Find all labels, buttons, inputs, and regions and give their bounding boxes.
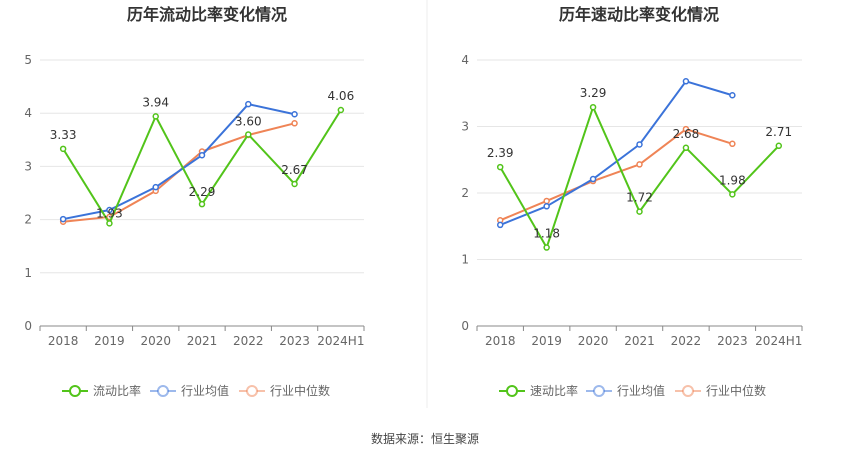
- data-label: 3.60: [235, 114, 262, 128]
- legend-marker-icon: [593, 385, 605, 397]
- data-label: 1.93: [96, 206, 123, 220]
- data-point: [291, 120, 298, 127]
- data-label: 2.68: [673, 127, 700, 141]
- legend-item: 行业中位数: [675, 383, 766, 398]
- data-point: [729, 91, 736, 99]
- data-point: [245, 131, 252, 138]
- y-tick-label: 2: [461, 186, 469, 200]
- data-point: [543, 244, 550, 251]
- data-label: 1.72: [626, 191, 653, 205]
- y-tick-label: 3: [24, 159, 32, 173]
- data-label: 1.18: [533, 227, 560, 241]
- data-label: 3.94: [142, 95, 169, 109]
- data-point: [729, 191, 736, 198]
- legend-marker-icon: [506, 385, 518, 397]
- legend-item: 速动比率: [499, 383, 578, 398]
- data-point: [496, 221, 504, 229]
- data-point: [337, 106, 345, 114]
- data-point: [682, 78, 690, 85]
- quick-ratio-chart: 历年速动比率变化情况 0 1 2 3 4 2018 2019 2020 2021 2022 2023 2…: [461, 5, 803, 398]
- x-tick-label: 2018: [485, 334, 516, 348]
- y-tick-label: 3: [461, 120, 469, 134]
- x-tick-label: 2021: [187, 334, 218, 348]
- data-point: [589, 103, 597, 111]
- data-label: 2.67: [281, 163, 308, 177]
- chart-title: 历年速动比率变化情况: [559, 5, 719, 24]
- x-tick-label: 2022: [671, 334, 702, 348]
- data-point: [291, 180, 298, 188]
- data-point: [636, 208, 643, 215]
- series-line-industry-median: [499, 128, 733, 222]
- legend-label: 速动比率: [530, 383, 578, 398]
- data-point: [729, 140, 736, 148]
- y-tick-label: 2: [24, 213, 32, 227]
- legend-label: 行业均值: [617, 383, 665, 398]
- x-tick-label: 2018: [48, 334, 79, 348]
- legend-marker-icon: [682, 385, 694, 397]
- data-point: [106, 220, 113, 227]
- x-tick-label: 2023: [279, 334, 310, 348]
- data-point: [245, 100, 252, 108]
- y-tick-label: 5: [24, 53, 32, 67]
- y-tick-label: 4: [24, 106, 32, 120]
- x-tick-label: 2019: [94, 334, 125, 348]
- data-label: 2.39: [487, 146, 514, 160]
- data-point: [198, 151, 206, 159]
- x-tick-label: 2024H1: [755, 334, 802, 348]
- data-point: [106, 206, 113, 214]
- legend-label: 行业均值: [181, 383, 229, 398]
- data-point: [543, 197, 550, 205]
- y-tick-label: 1: [24, 266, 32, 280]
- legend-marker-icon: [69, 385, 81, 397]
- data-label: 3.29: [580, 86, 607, 100]
- x-tick-label: 2024H1: [317, 334, 364, 348]
- data-point: [636, 161, 643, 168]
- legend-marker-icon: [246, 385, 258, 397]
- y-tick-label: 0: [461, 319, 469, 333]
- x-tick-label: 2022: [233, 334, 264, 348]
- data-point: [496, 163, 504, 171]
- y-tick-label: 1: [461, 253, 469, 267]
- x-tick-label: 2021: [624, 334, 655, 348]
- legend-item: 行业均值: [586, 383, 665, 398]
- data-point: [682, 125, 690, 133]
- data-point: [59, 215, 67, 223]
- x-tick-label: 2023: [717, 334, 748, 348]
- source-label: 数据来源：恒生聚源: [371, 431, 479, 446]
- data-point: [152, 113, 159, 120]
- data-label: 2.71: [765, 125, 792, 139]
- data-point: [589, 175, 597, 183]
- legend-marker-icon: [157, 385, 169, 397]
- legend-label: 流动比率: [93, 383, 141, 398]
- x-tick-label: 2020: [140, 334, 171, 348]
- x-tick-label: 2020: [578, 334, 609, 348]
- series-line-industry-mean: [499, 80, 733, 226]
- legend-label: 行业中位数: [270, 383, 330, 398]
- legend-item: 行业均值: [150, 383, 229, 398]
- legend-item: 行业中位数: [239, 383, 330, 398]
- data-point: [682, 144, 690, 152]
- y-tick-label: 0: [24, 319, 32, 333]
- current-ratio-chart: 历年流动比率变化情况 0 1 2 3 4 5 2018 2019 2020 2021 2022 2023…: [24, 5, 365, 398]
- chart-title: 历年流动比率变化情况: [127, 5, 287, 24]
- y-tick-label: 4: [461, 53, 469, 67]
- data-point: [59, 145, 67, 153]
- data-point: [775, 142, 783, 150]
- data-label: 4.06: [327, 89, 354, 103]
- legend-label: 行业中位数: [706, 383, 766, 398]
- data-point: [636, 141, 643, 148]
- data-label: 1.98: [719, 173, 746, 187]
- data-point: [291, 111, 298, 118]
- data-label: 2.29: [189, 185, 216, 199]
- data-point: [543, 203, 550, 210]
- data-point: [198, 200, 206, 208]
- data-label: 3.33: [50, 128, 77, 142]
- data-point: [152, 183, 159, 191]
- legend-item: 流动比率: [62, 383, 141, 398]
- x-tick-label: 2019: [531, 334, 562, 348]
